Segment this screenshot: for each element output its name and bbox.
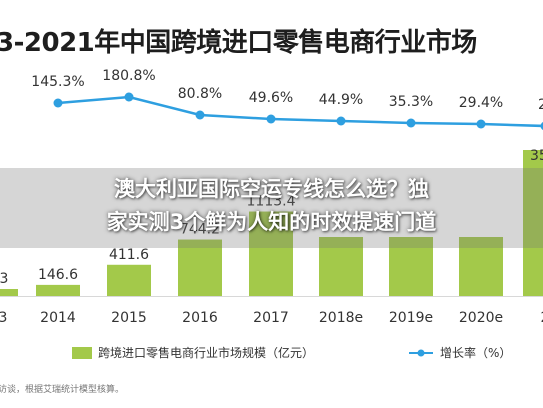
growth-label-3: 80.8% [178,86,222,102]
extra-bar-label: 35 [530,148,543,164]
growth-marker-8 [540,121,543,131]
growth-marker-3 [195,110,205,120]
bar-4 [249,211,293,296]
legend-line-label: 增长率（%） [440,346,512,360]
chart-title: 3-2021年中国跨境进口零售电商行业市场 [0,28,477,58]
x-tick-label-7: 2020e [459,310,503,326]
x-tick-label-4: 2017 [253,310,289,326]
growth-line [57,95,543,128]
legend-line-entry: 增长率（%） [408,342,511,361]
x-tick-label-3: 2016 [182,310,218,326]
legend-line-swatch [409,349,433,356]
bar-6 [389,237,433,296]
source-note: 访谈，根据艾瑞统计模型核算。 [0,385,125,395]
bar-3 [178,239,222,296]
growth-label-7: 29.4% [459,95,503,111]
x-tick-label-5: 2018e [319,310,363,326]
bar-7 [459,237,503,296]
bar-5 [319,237,363,296]
growth-marker-6 [406,118,416,128]
x-tick-label-6: 2019e [389,310,433,326]
x-tick-label-1: 2014 [40,310,76,326]
growth-label-1: 145.3% [31,74,84,90]
growth-marker-2 [124,92,134,102]
legend-bar-label: 跨境进口零售电商行业市场规模（亿元） [98,346,315,360]
bar-label-2: 411.6 [109,247,149,263]
bar-label-4: 1113.4 [247,194,296,210]
legend-bar-swatch [72,346,92,359]
headline-line-1: 澳大利亚国际空运专线怎么选？独 [114,177,429,201]
x-tick-label-8: 2 [541,310,543,326]
growth-label-6: 35.3% [389,94,433,110]
legend-bar-entry: 跨境进口零售电商行业市场规模（亿元） [72,342,314,361]
bar-label-3: 744.2 [180,222,220,238]
headline-overlay: 澳大利亚国际空运专线怎么选？独 家实测3个鲜为人知的时效提速门道 [0,173,543,239]
growth-marker-5 [336,116,346,126]
headline-line-2: 家实测3个鲜为人知的时效提速门道 [106,210,437,234]
bar-label-1: 146.6 [38,267,78,283]
bar-0 [0,289,18,296]
growth-marker-1 [53,98,63,108]
bar-1 [36,284,80,296]
bar-label-0: 3 [0,271,8,287]
growth-marker-7 [476,119,486,129]
bar-8 [523,150,543,296]
growth-label-8: 2 [538,97,543,113]
bar-2 [107,264,151,296]
growth-label-5: 44.9% [319,92,363,108]
headline-overlay-band [0,168,543,248]
growth-label-4: 49.6% [249,90,293,106]
growth-marker-4 [266,114,276,124]
x-tick-label-2: 2015 [111,310,147,326]
x-tick-label-0: 3 [0,310,7,326]
growth-label-2: 180.8% [102,68,155,84]
